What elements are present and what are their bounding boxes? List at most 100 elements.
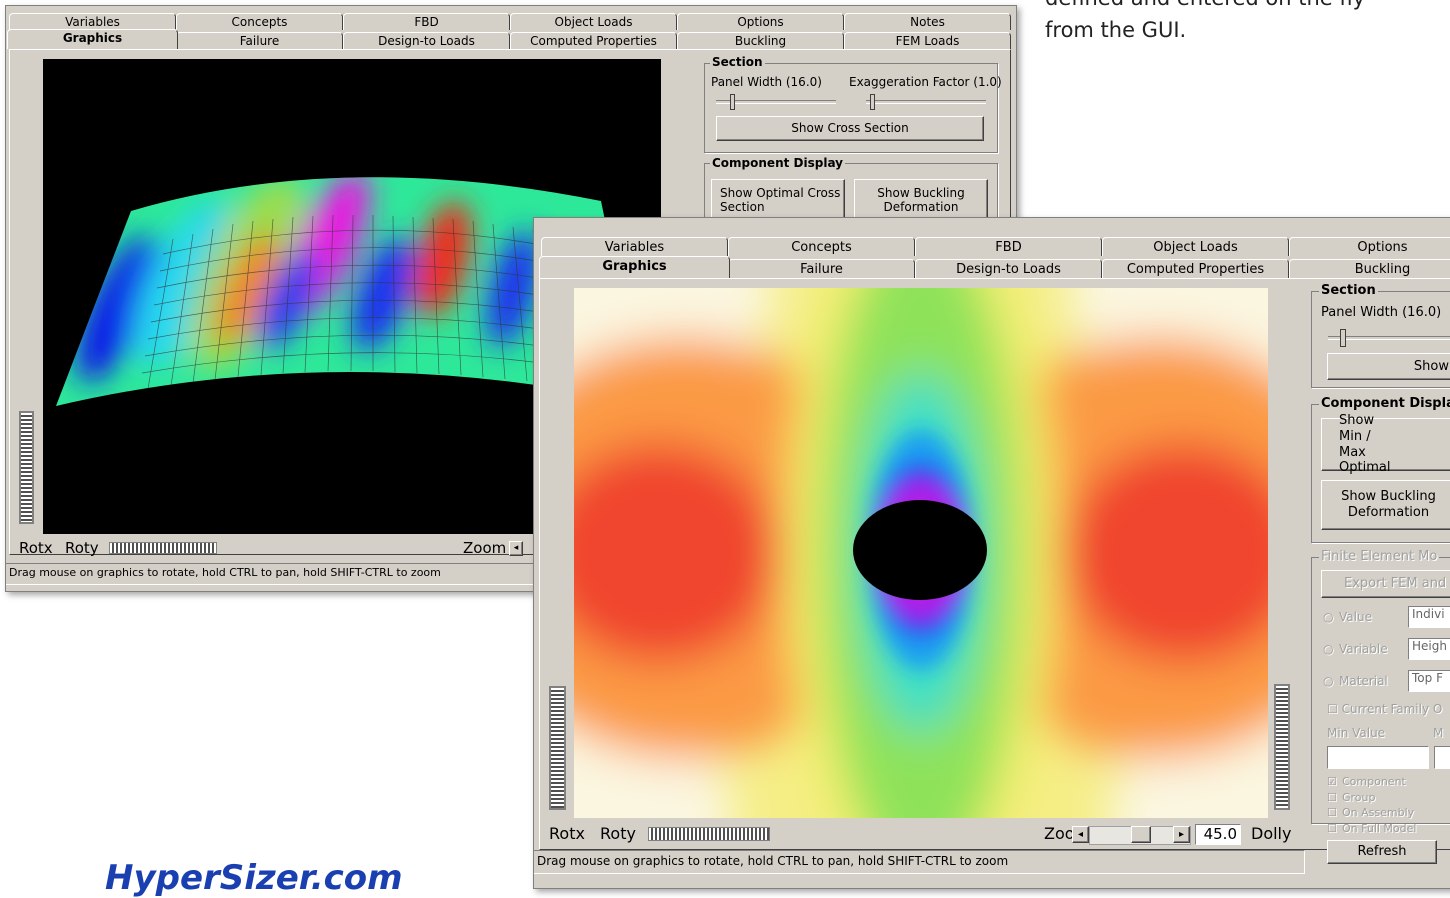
input[interactable] bbox=[1327, 746, 1429, 769]
label: Exaggeration Factor (1.0) bbox=[849, 75, 1002, 89]
checkbox-label: Group bbox=[1342, 790, 1376, 804]
button[interactable]: Show Cross Section bbox=[716, 116, 984, 141]
tab[interactable]: Variables bbox=[541, 237, 728, 256]
zoom-value[interactable]: 45.0 bbox=[1195, 824, 1241, 845]
tab-selected[interactable]: Graphics bbox=[539, 256, 730, 278]
page: defined and entered on the fly from the … bbox=[5, 0, 1450, 898]
tab[interactable]: Object Loads bbox=[510, 13, 677, 30]
rotx-label: Rotx bbox=[19, 539, 53, 557]
tab[interactable]: Options bbox=[1289, 237, 1450, 256]
tab[interactable]: Concepts bbox=[176, 13, 343, 30]
slider-thumb[interactable] bbox=[870, 94, 875, 110]
tab[interactable]: Failure bbox=[176, 32, 343, 49]
graphics-canvas[interactable] bbox=[574, 288, 1268, 818]
roty-slider[interactable] bbox=[109, 542, 217, 554]
group-title: Component Display bbox=[710, 156, 845, 170]
dropdown: Top F bbox=[1408, 670, 1450, 692]
scroll-arrow[interactable]: ▸ bbox=[1173, 826, 1190, 843]
group-title: Finite Element Mo bbox=[1319, 549, 1440, 564]
zoom-label: Zoom bbox=[463, 539, 507, 557]
logo: HyperSizer.com bbox=[105, 858, 403, 898]
tab[interactable]: Options bbox=[677, 13, 844, 30]
contour bbox=[574, 443, 779, 663]
label: Panel Width (16.0) bbox=[1321, 305, 1442, 320]
status-text: Drag mouse on graphics to rotate, hold C… bbox=[9, 566, 441, 579]
tab[interactable]: FEM Loads bbox=[844, 32, 1011, 49]
slider-track bbox=[1328, 336, 1450, 340]
input[interactable] bbox=[1434, 746, 1450, 769]
contour-plot bbox=[574, 288, 1268, 818]
roty-slider[interactable] bbox=[648, 827, 770, 841]
caption-line: defined and entered on the fly bbox=[1045, 0, 1365, 10]
checkbox-label: On Assembly bbox=[1342, 806, 1415, 819]
tab[interactable]: Buckling bbox=[677, 32, 844, 49]
tab[interactable]: Variables bbox=[9, 13, 176, 30]
checkbox-label: Component bbox=[1342, 775, 1406, 788]
dropdown: Indivi bbox=[1408, 606, 1450, 628]
tab-selected[interactable]: Graphics bbox=[7, 29, 178, 49]
caption-line: from the GUI. bbox=[1045, 18, 1187, 42]
tab[interactable]: Computed Properties bbox=[510, 32, 677, 49]
button[interactable]: Refresh bbox=[1327, 840, 1437, 864]
tab[interactable]: Concepts bbox=[728, 237, 915, 256]
slider-thumb[interactable] bbox=[1340, 329, 1346, 347]
label: M bbox=[1433, 726, 1444, 740]
status-bar bbox=[534, 850, 1305, 874]
button[interactable]: Show Buckling Deformation bbox=[1321, 480, 1450, 530]
tab[interactable]: Buckling bbox=[1289, 259, 1450, 278]
mesh bbox=[141, 214, 578, 390]
radio-label: Material bbox=[1339, 674, 1388, 688]
slider-track bbox=[716, 100, 836, 104]
label: Min Value bbox=[1327, 726, 1386, 740]
tab[interactable]: Notes bbox=[844, 13, 1011, 30]
checkbox-label: Current Family O bbox=[1341, 702, 1443, 716]
status-bar bbox=[6, 563, 1016, 585]
checkbox: ☐ bbox=[1327, 821, 1337, 835]
tab[interactable]: Design-to Loads bbox=[915, 259, 1102, 278]
status-text: Drag mouse on graphics to rotate, hold C… bbox=[537, 854, 1009, 868]
button[interactable]: Show Optimal Cross Section bbox=[711, 179, 845, 221]
tab[interactable]: FBD bbox=[915, 237, 1102, 256]
checkbox: ☐ bbox=[1327, 790, 1337, 804]
tab[interactable]: Object Loads bbox=[1102, 237, 1289, 256]
scroll-arrow[interactable]: ◂ bbox=[1072, 826, 1089, 843]
group-title: Section bbox=[710, 55, 765, 69]
vertical-slider[interactable] bbox=[19, 411, 34, 524]
label: Panel Width (16.0) bbox=[711, 75, 822, 89]
front-window: Section Panel Width (16.0) Show Componen… bbox=[533, 217, 1450, 889]
button[interactable]: Show bbox=[1327, 353, 1450, 380]
roty-label: Roty bbox=[600, 824, 636, 843]
checkbox-label: On Full Model bbox=[1342, 821, 1417, 835]
tab[interactable]: FBD bbox=[343, 13, 510, 30]
button: Export FEM and bbox=[1321, 570, 1450, 598]
tab[interactable]: Design-to Loads bbox=[343, 32, 510, 49]
slider-track bbox=[866, 100, 986, 104]
rotx-label: Rotx bbox=[549, 824, 585, 843]
tab-panel bbox=[539, 278, 1450, 850]
radio-label: Variable bbox=[1339, 642, 1388, 656]
dropdown: Heigh bbox=[1408, 638, 1450, 660]
radio-button: ○ bbox=[1323, 642, 1334, 656]
radio-button: ○ bbox=[1323, 610, 1334, 624]
tab[interactable]: Computed Properties bbox=[1102, 259, 1289, 278]
blob bbox=[414, 200, 472, 318]
tab[interactable]: Failure bbox=[728, 259, 915, 278]
slider-thumb[interactable] bbox=[730, 94, 735, 110]
button[interactable]: Show Buckling Deformation bbox=[854, 179, 988, 221]
vertical-slider[interactable] bbox=[549, 686, 566, 810]
dolly-label: Dolly bbox=[1251, 824, 1292, 843]
radio-label: Value bbox=[1339, 610, 1372, 624]
button[interactable]: Show Min / Max Optimal bbox=[1321, 413, 1450, 475]
group-title: Component Displa bbox=[1319, 396, 1450, 411]
vertical-slider[interactable] bbox=[1274, 684, 1290, 810]
checkbox: ☑ bbox=[1327, 775, 1337, 788]
scroll-thumb[interactable] bbox=[1131, 826, 1151, 843]
contour bbox=[1064, 443, 1268, 663]
section-group bbox=[704, 63, 998, 153]
hole bbox=[853, 500, 987, 600]
section-group bbox=[1311, 291, 1450, 388]
blob bbox=[486, 230, 540, 348]
scroll-arrow[interactable]: ◂ bbox=[509, 541, 523, 556]
blob bbox=[75, 235, 161, 383]
blob bbox=[133, 201, 233, 367]
